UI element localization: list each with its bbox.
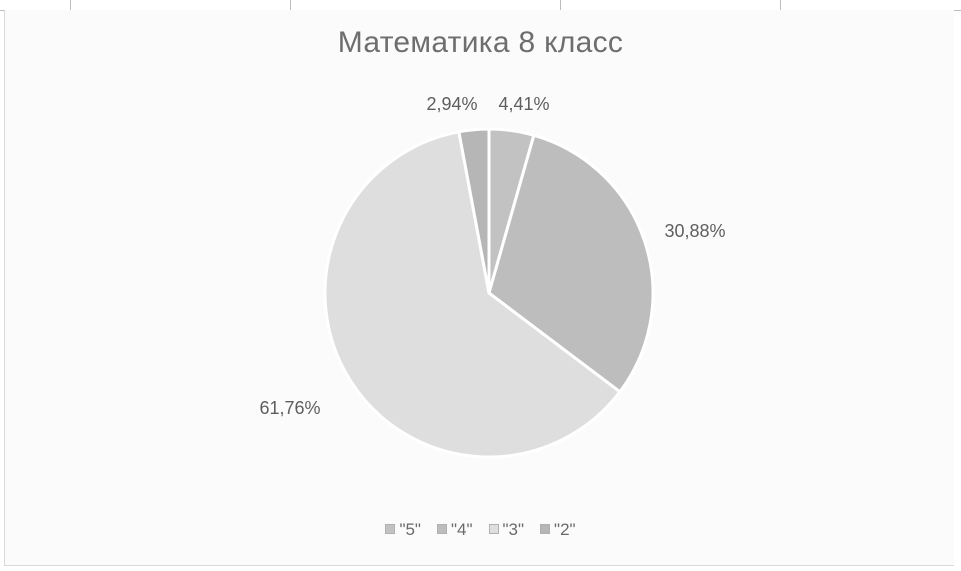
legend-label: "4": [450, 520, 473, 539]
data-label: 61,76%: [259, 398, 320, 418]
legend-item: "5": [385, 520, 421, 540]
data-label: 2,94%: [426, 94, 477, 114]
legend-swatch: [436, 524, 447, 534]
legend-swatch: [385, 524, 396, 534]
legend-label: "5": [399, 520, 421, 539]
legend-label: "2": [554, 520, 576, 539]
data-label: 30,88%: [664, 221, 725, 241]
cell-divider: [560, 0, 561, 10]
legend-swatch: [488, 524, 499, 534]
chart-title: Математика 8 класс: [337, 26, 624, 59]
chart-legend: "5" "4" "3" "2": [0, 520, 961, 540]
pie-slice[interactable]: [457, 127, 491, 294]
legend-swatch: [540, 524, 551, 534]
cell-divider: [290, 0, 291, 10]
legend-label: "3": [502, 520, 525, 539]
cell-divider: [780, 0, 781, 10]
legend-item: "2": [540, 520, 576, 540]
cell-divider: [70, 0, 71, 10]
legend-item: "4": [436, 520, 473, 540]
pie-slice[interactable]: [323, 130, 622, 459]
data-label: 4,41%: [498, 94, 549, 114]
pie-slice[interactable]: [487, 133, 655, 394]
legend-item: "3": [488, 520, 525, 540]
